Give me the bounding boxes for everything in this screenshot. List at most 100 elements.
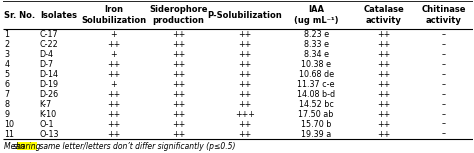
Text: ++: ++ bbox=[377, 50, 390, 59]
Text: 17.50 ab: 17.50 ab bbox=[299, 110, 334, 119]
Text: 14.52 bc: 14.52 bc bbox=[299, 100, 334, 109]
Text: 14.08 b-d: 14.08 b-d bbox=[297, 90, 335, 99]
Text: ++: ++ bbox=[238, 80, 251, 89]
Text: ++: ++ bbox=[107, 110, 120, 119]
Text: ++: ++ bbox=[172, 60, 185, 69]
Text: ++: ++ bbox=[107, 60, 120, 69]
Text: same letter/letters don’t differ significantly (p≤0.5): same letter/letters don’t differ signifi… bbox=[36, 142, 235, 151]
Text: production: production bbox=[153, 16, 204, 25]
Text: C-17: C-17 bbox=[39, 30, 58, 39]
Text: 19.39 a: 19.39 a bbox=[301, 130, 331, 139]
Text: 4: 4 bbox=[5, 60, 9, 69]
Text: ++: ++ bbox=[238, 40, 251, 49]
Text: Iron: Iron bbox=[104, 5, 123, 14]
Text: Sr. No.: Sr. No. bbox=[4, 11, 36, 20]
Text: ++: ++ bbox=[377, 110, 390, 119]
Text: –: – bbox=[441, 50, 446, 59]
Text: activity: activity bbox=[426, 16, 461, 25]
Text: Isolates: Isolates bbox=[40, 11, 77, 20]
Text: K-7: K-7 bbox=[39, 100, 52, 109]
Text: D-19: D-19 bbox=[39, 80, 59, 89]
Text: ++: ++ bbox=[172, 90, 185, 99]
Text: –: – bbox=[441, 130, 446, 139]
Text: ++: ++ bbox=[377, 70, 390, 79]
Text: ++: ++ bbox=[238, 100, 251, 109]
Text: ++: ++ bbox=[377, 100, 390, 109]
Text: ++: ++ bbox=[377, 30, 390, 39]
Text: 6: 6 bbox=[5, 80, 9, 89]
Text: +: + bbox=[110, 80, 117, 89]
Text: ++: ++ bbox=[172, 130, 185, 139]
Text: 1: 1 bbox=[5, 30, 9, 39]
Text: ++: ++ bbox=[172, 50, 185, 59]
Text: ++: ++ bbox=[238, 120, 251, 129]
Text: ++: ++ bbox=[377, 80, 390, 89]
Text: ++: ++ bbox=[107, 120, 120, 129]
Text: 8: 8 bbox=[5, 100, 9, 109]
Text: ++: ++ bbox=[172, 80, 185, 89]
Text: 10.38 e: 10.38 e bbox=[301, 60, 331, 69]
Text: 3: 3 bbox=[5, 50, 9, 59]
Text: ++: ++ bbox=[172, 110, 185, 119]
Text: 10.68 de: 10.68 de bbox=[299, 70, 334, 79]
Text: Solubilization: Solubilization bbox=[81, 16, 146, 25]
Text: ++: ++ bbox=[172, 100, 185, 109]
Text: 2: 2 bbox=[5, 40, 10, 49]
Text: ++: ++ bbox=[107, 90, 120, 99]
Text: P-Solubilization: P-Solubilization bbox=[207, 11, 282, 20]
Text: 8.23 e: 8.23 e bbox=[303, 30, 328, 39]
Text: Chitinase: Chitinase bbox=[421, 5, 465, 14]
Text: ++: ++ bbox=[172, 120, 185, 129]
Text: activity: activity bbox=[366, 16, 401, 25]
Text: ++: ++ bbox=[377, 40, 390, 49]
Text: 10: 10 bbox=[5, 120, 15, 129]
Text: 11: 11 bbox=[5, 130, 15, 139]
Text: ++: ++ bbox=[172, 30, 185, 39]
Text: –: – bbox=[441, 100, 446, 109]
Text: +: + bbox=[110, 50, 117, 59]
Text: ++: ++ bbox=[172, 40, 185, 49]
Text: –: – bbox=[441, 70, 446, 79]
Text: –: – bbox=[441, 60, 446, 69]
Text: ++: ++ bbox=[172, 70, 185, 79]
Text: Catalase: Catalase bbox=[363, 5, 404, 14]
Text: (ug mL⁻¹): (ug mL⁻¹) bbox=[294, 16, 338, 25]
Text: +++: +++ bbox=[235, 110, 255, 119]
Text: –: – bbox=[441, 110, 446, 119]
Text: –: – bbox=[441, 80, 446, 89]
Text: ++: ++ bbox=[107, 70, 120, 79]
Bar bbox=[17, 142, 36, 150]
Text: ++: ++ bbox=[238, 90, 251, 99]
Text: C-22: C-22 bbox=[39, 40, 58, 49]
Text: D-14: D-14 bbox=[39, 70, 58, 79]
Text: 15.70 b: 15.70 b bbox=[301, 120, 331, 129]
Text: +: + bbox=[110, 30, 117, 39]
Text: D-26: D-26 bbox=[39, 90, 59, 99]
Text: ++: ++ bbox=[107, 130, 120, 139]
Text: –: – bbox=[441, 120, 446, 129]
Text: ++: ++ bbox=[238, 130, 251, 139]
Text: ++: ++ bbox=[377, 90, 390, 99]
Text: ++: ++ bbox=[377, 60, 390, 69]
Text: ++: ++ bbox=[238, 50, 251, 59]
Text: ++: ++ bbox=[377, 130, 390, 139]
Text: ++: ++ bbox=[107, 100, 120, 109]
Text: D-4: D-4 bbox=[39, 50, 54, 59]
Text: IAA: IAA bbox=[308, 5, 324, 14]
Text: K-10: K-10 bbox=[39, 110, 56, 119]
Text: ++: ++ bbox=[238, 70, 251, 79]
Text: O-1: O-1 bbox=[39, 120, 54, 129]
Text: –: – bbox=[441, 40, 446, 49]
Text: 9: 9 bbox=[5, 110, 10, 119]
Text: 7: 7 bbox=[5, 90, 10, 99]
Text: sharing: sharing bbox=[12, 142, 41, 151]
Text: 11.37 c-e: 11.37 c-e bbox=[297, 80, 335, 89]
Text: O-13: O-13 bbox=[39, 130, 59, 139]
Text: ++: ++ bbox=[377, 120, 390, 129]
Text: ++: ++ bbox=[107, 40, 120, 49]
Text: –: – bbox=[441, 90, 446, 99]
Text: –: – bbox=[441, 30, 446, 39]
Text: 8.34 e: 8.34 e bbox=[304, 50, 328, 59]
Text: Siderophore: Siderophore bbox=[149, 5, 208, 14]
Text: Mean: Mean bbox=[4, 142, 27, 151]
